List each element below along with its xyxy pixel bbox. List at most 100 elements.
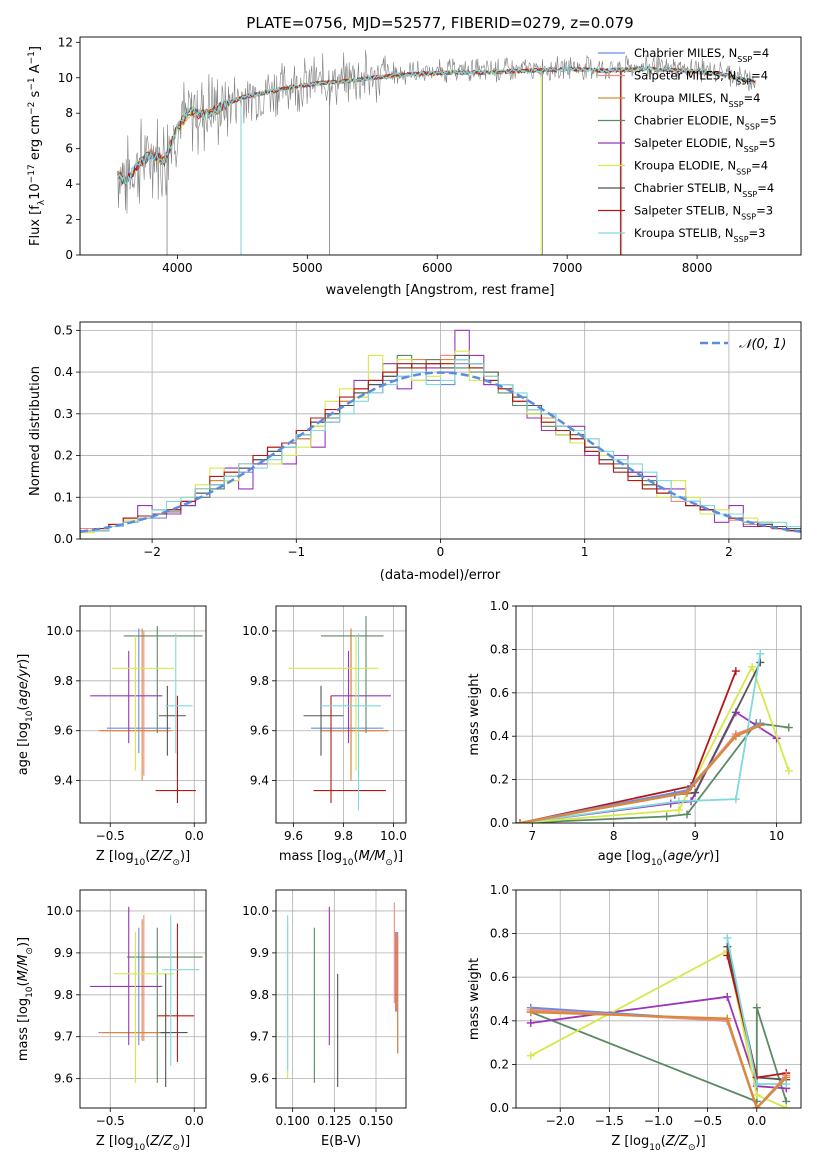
x-tick-label: 7 bbox=[528, 829, 536, 843]
weight-series bbox=[530, 1007, 788, 1103]
y-tick-label: 0.8 bbox=[490, 927, 509, 941]
y-tick-label: 0.0 bbox=[54, 532, 73, 546]
y-tick-label: 10.0 bbox=[242, 624, 269, 638]
y-axis-label: Normed distribution bbox=[28, 366, 43, 496]
weight-marker bbox=[748, 662, 757, 671]
legend-label: Chabrier ELODIE, NSSP=5 bbox=[634, 114, 777, 132]
y-tick-label: 9.8 bbox=[54, 988, 73, 1002]
spectrum-panel: 4000 5000 6000 7000 8000 0 2 4 6 8 10 12 Chabrier MI… bbox=[27, 35, 802, 298]
y-tick-label: 9.8 bbox=[54, 674, 73, 688]
axis-label: age [log10(age/yr)] bbox=[16, 654, 35, 776]
x-tick-label: 10 bbox=[769, 829, 784, 843]
axis-label: mass [log10(M/M⊙)] bbox=[279, 849, 403, 868]
y-tick-label: 0.0 bbox=[490, 816, 509, 830]
x-tick-label: 0.125 bbox=[317, 1114, 351, 1128]
y-tick-label: 2 bbox=[65, 213, 73, 227]
weight-marker bbox=[674, 805, 683, 814]
x-tick-label: −0.5 bbox=[693, 1114, 722, 1128]
weight-marker bbox=[526, 1051, 535, 1060]
x-tick-label: 0.0 bbox=[747, 1114, 766, 1128]
weight-series bbox=[519, 724, 761, 823]
metallicity-mass-panel: −0.5 0.0 9.6 9.7 9.8 9.9 10.0 Z [log10(Z/Z⊙)] ma… bbox=[16, 889, 207, 1153]
axis-label: Z [log10(Z/Z⊙)] bbox=[96, 849, 190, 868]
x-tick-label: 9.6 bbox=[284, 829, 303, 843]
y-tick-label: 1.0 bbox=[490, 883, 509, 897]
spectrum-lines bbox=[117, 50, 756, 255]
y-tick-label: 6 bbox=[65, 142, 73, 156]
y-tick-label: 0.6 bbox=[490, 970, 509, 984]
weight-marker bbox=[782, 1073, 791, 1082]
plot-frame bbox=[79, 36, 802, 256]
weight-marker bbox=[752, 1080, 761, 1089]
weight-marker bbox=[723, 933, 732, 942]
x-tick-label: 5000 bbox=[292, 261, 323, 275]
x-tick-label: 0.0 bbox=[185, 829, 204, 843]
weight-series bbox=[530, 995, 787, 1090]
x-tick-label: −1.0 bbox=[644, 1114, 673, 1128]
age-weight-panel: 7 8 9 10 0.0 0.2 0.4 0.6 0.8 1.0 age [log10(age/yr… bbox=[467, 599, 802, 868]
y-tick-label: 10 bbox=[58, 71, 73, 85]
error-bars bbox=[90, 906, 203, 1088]
weight-marker bbox=[752, 1104, 761, 1108]
plot-frame bbox=[275, 605, 407, 824]
weight-marker bbox=[723, 1014, 732, 1023]
weight-series bbox=[520, 664, 790, 823]
legend-label: Kroupa STELIB, NSSP=3 bbox=[634, 226, 765, 244]
weight-series bbox=[519, 724, 761, 823]
weight-marker bbox=[683, 788, 691, 797]
weight-marker bbox=[752, 1003, 761, 1012]
x-tick-label: 6000 bbox=[422, 261, 453, 275]
y-tick-label: 9.7 bbox=[54, 1030, 73, 1044]
weight-marker bbox=[784, 723, 793, 732]
weight-marker bbox=[756, 649, 765, 658]
axis-label: age [log10(age/yr)] bbox=[598, 849, 720, 868]
y-tick-label: 0.4 bbox=[54, 365, 73, 379]
axis-label: Z [log10(Z/Z⊙)] bbox=[96, 1134, 190, 1153]
legend-label: Kroupa ELODIE, NSSP=4 bbox=[634, 159, 768, 177]
y-axis-label: mass weight bbox=[467, 673, 482, 755]
plot-frame bbox=[275, 889, 407, 1109]
weight-lines bbox=[526, 933, 791, 1108]
y-tick-label: 8 bbox=[65, 106, 73, 120]
weight-marker bbox=[784, 766, 793, 775]
plot-frame bbox=[79, 605, 207, 824]
weight-marker bbox=[756, 721, 765, 730]
y-tick-label: 0.2 bbox=[490, 773, 509, 787]
weight-series bbox=[530, 949, 787, 1108]
y-tick-label: 0.1 bbox=[54, 490, 73, 504]
y-tick-label: 9.6 bbox=[54, 724, 73, 738]
weight-marker bbox=[723, 992, 732, 1001]
metallicity-age-panel: −0.5 0.0 9.4 9.6 9.8 10.0 Z [log10(Z/Z⊙)] age [… bbox=[16, 605, 207, 868]
observed-spectrum bbox=[117, 50, 756, 214]
y-tick-label: 10.0 bbox=[46, 904, 73, 918]
weight-marker bbox=[674, 797, 683, 806]
x-tick-label: 2 bbox=[725, 545, 733, 559]
y-tick-label: 0.4 bbox=[490, 729, 509, 743]
y-tick-label: 9.8 bbox=[250, 988, 269, 1002]
y-tick-label: 12 bbox=[58, 35, 73, 49]
mass-age-panel: 9.6 9.8 10.0 9.4 9.6 9.8 10.0 mass [log10(M/M⊙)… bbox=[242, 605, 407, 868]
y-tick-label: 0.2 bbox=[54, 449, 73, 463]
x-tick-label: −2 bbox=[143, 545, 161, 559]
histogram-series bbox=[80, 359, 801, 539]
y-tick-label: 9.6 bbox=[250, 724, 269, 738]
weight-marker bbox=[662, 812, 671, 821]
x-tick-label: 8000 bbox=[682, 261, 713, 275]
x-tick-label: 0.150 bbox=[359, 1114, 393, 1128]
error-bars bbox=[287, 902, 399, 1088]
y-tick-label: 0.8 bbox=[490, 642, 509, 656]
y-tick-label: 10.0 bbox=[242, 904, 269, 918]
legend-label: Salpeter MILES, NSSP=4 bbox=[634, 69, 768, 87]
metallicity-weight-panel: −2.0 −1.5 −1.0 −0.5 0.0 0.0 0.2 0.4 0.6 0.8 1.0 Z [… bbox=[467, 883, 802, 1153]
y-tick-label: 4 bbox=[65, 177, 73, 191]
weight-marker bbox=[526, 1008, 535, 1017]
residual-histogram-panel: −2 −1 0 1 2 0.0 0.1 0.2 0.3 0.4 0.5 𝒩(0, 1) (data-mo… bbox=[28, 321, 802, 583]
weight-marker bbox=[752, 1090, 761, 1099]
histogram-steps bbox=[80, 329, 801, 539]
x-axis-label: wavelength [Angstrom, rest frame] bbox=[326, 283, 555, 298]
axis-label: Flux [fλ10−17 erg cm−2 s−1 A−1] bbox=[27, 46, 47, 246]
y-tick-label: 9.7 bbox=[250, 1030, 269, 1044]
weight-marker bbox=[782, 1104, 791, 1108]
weight-marker bbox=[756, 658, 765, 667]
x-tick-label: −2.0 bbox=[546, 1114, 575, 1128]
